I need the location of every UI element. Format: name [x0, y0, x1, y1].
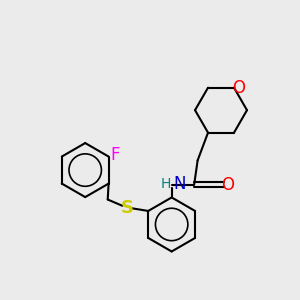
Text: O: O: [232, 79, 245, 97]
Text: S: S: [120, 199, 133, 217]
Text: H: H: [160, 177, 171, 190]
Text: N: N: [173, 175, 186, 193]
Text: O: O: [222, 176, 235, 194]
Text: F: F: [110, 146, 120, 164]
